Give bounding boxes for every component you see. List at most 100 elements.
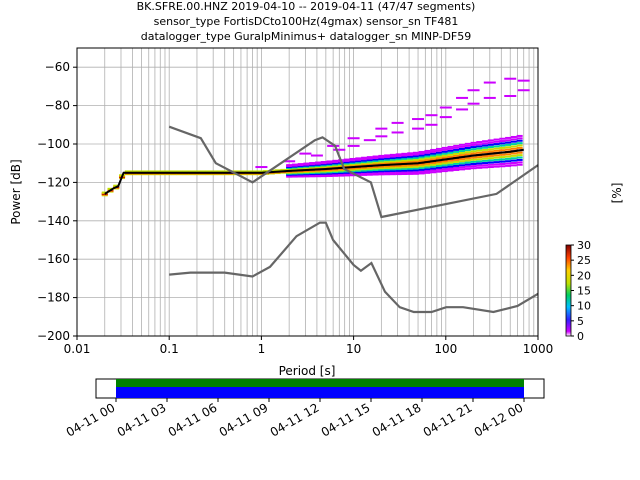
colorbar-tick-label: 30: [577, 239, 591, 252]
ppsd-cell: [320, 166, 327, 169]
ppsd-cell: [412, 164, 419, 167]
ppsd-cell: [401, 156, 408, 159]
ppsd-cell: [395, 166, 402, 169]
x-axis-label: Period [s]: [279, 364, 336, 378]
ppsd-cell: [510, 143, 517, 146]
ppsd-outlier-cell: [327, 144, 340, 147]
colorbar-tick-label: 25: [577, 254, 591, 267]
ppsd-cell: [482, 155, 489, 158]
ppsd-cell: [510, 164, 517, 167]
ppsd-cell: [366, 160, 373, 163]
ppsd-cell: [320, 162, 327, 165]
y-tick-label: −140: [37, 214, 70, 228]
ppsd-cell: [147, 170, 154, 173]
ppsd-cell: [482, 151, 489, 154]
ppsd-cell: [459, 164, 466, 167]
ppsd-cell: [435, 161, 442, 164]
ppsd-cell: [418, 167, 425, 170]
ppsd-cell: [424, 159, 431, 162]
ppsd-cell: [268, 169, 275, 172]
ppsd-cell: [361, 162, 368, 165]
ppsd-cell: [349, 167, 356, 170]
y-tick-label: −160: [37, 252, 70, 266]
ppsd-cell: [418, 170, 425, 173]
ppsd-cell: [314, 174, 321, 177]
ppsd-cell: [366, 172, 373, 175]
ppsd-cell: [314, 167, 321, 170]
ppsd-cell: [430, 150, 437, 153]
ppsd-cell: [516, 151, 523, 154]
ppsd-cell: [182, 170, 189, 173]
ppsd-cell: [499, 160, 506, 163]
ppsd-cell: [407, 166, 414, 169]
ppsd-cell: [343, 167, 350, 170]
ppsd-cell: [384, 173, 391, 176]
ppsd-cell: [482, 164, 489, 167]
ppsd-cell: [338, 163, 345, 166]
ppsd-cell: [361, 156, 368, 159]
ppsd-cell: [459, 143, 466, 146]
ppsd-cell: [464, 165, 471, 168]
ppsd-cell: [516, 134, 523, 137]
ppsd-cell: [366, 169, 373, 172]
ppsd-cell: [343, 158, 350, 161]
ppsd-cell: [441, 152, 448, 155]
ppsd-cell: [205, 170, 212, 173]
ppsd-cell: [401, 154, 408, 157]
ppsd-cell: [372, 158, 379, 161]
plot-frame: [76, 47, 539, 337]
ppsd-cell: [297, 163, 304, 166]
ppsd-cell: [366, 157, 373, 160]
ppsd-cell: [355, 167, 362, 170]
ppsd-cell: [482, 140, 489, 143]
ppsd-outlier-cell: [333, 148, 346, 151]
ppsd-cell: [441, 162, 448, 165]
ppsd-outlier-cell: [456, 96, 469, 99]
colorbar-label: [%]: [610, 183, 624, 204]
ppsd-cell: [326, 174, 333, 177]
ppsd-cell: [309, 171, 316, 174]
ppsd-cell: [303, 164, 310, 167]
ppsd-cell: [412, 153, 419, 156]
ppsd-cell: [355, 161, 362, 164]
ppsd-cell: [389, 169, 396, 172]
ppsd-cell: [407, 157, 414, 160]
ppsd-cell: [470, 152, 477, 155]
ppsd-cell: [516, 163, 523, 166]
y-tick-label: −180: [37, 291, 70, 305]
ppsd-cell: [401, 166, 408, 169]
ppsd-cell: [378, 161, 385, 164]
ppsd-cell: [343, 165, 350, 168]
ppsd-cell: [476, 160, 483, 163]
ppsd-cell: [384, 154, 391, 157]
ppsd-cell: [378, 154, 385, 157]
ppsd-cell: [418, 152, 425, 155]
ppsd-cell: [459, 145, 466, 148]
ppsd-cell: [389, 171, 396, 174]
ppsd-cell: [487, 157, 494, 160]
ppsd-cell: [476, 158, 483, 161]
ppsd-outlier-cell: [255, 166, 268, 169]
ppsd-cell: [303, 175, 310, 178]
ppsd-cell: [320, 165, 327, 168]
ppsd-cell: [459, 160, 466, 163]
ppsd-outlier-cell: [310, 154, 323, 157]
ppsd-cell: [407, 154, 414, 157]
y-tick-label: −100: [37, 137, 70, 151]
ppsd-cell: [217, 170, 224, 173]
ppsd-cell: [424, 151, 431, 154]
ppsd-cell: [510, 159, 517, 162]
ppsd-cell: [487, 141, 494, 144]
ppsd-cell: [430, 156, 437, 159]
ppsd-cell: [441, 150, 448, 153]
ppsd-cell: [320, 163, 327, 166]
ppsd-cell: [430, 161, 437, 164]
ppsd-cell: [303, 170, 310, 173]
ppsd-cell: [153, 170, 160, 173]
ppsd-cell: [372, 167, 379, 170]
ppsd-cell: [516, 154, 523, 157]
ppsd-cell: [453, 164, 460, 167]
y-tick-label: −80: [45, 99, 70, 113]
ppsd-cell: [159, 170, 166, 173]
